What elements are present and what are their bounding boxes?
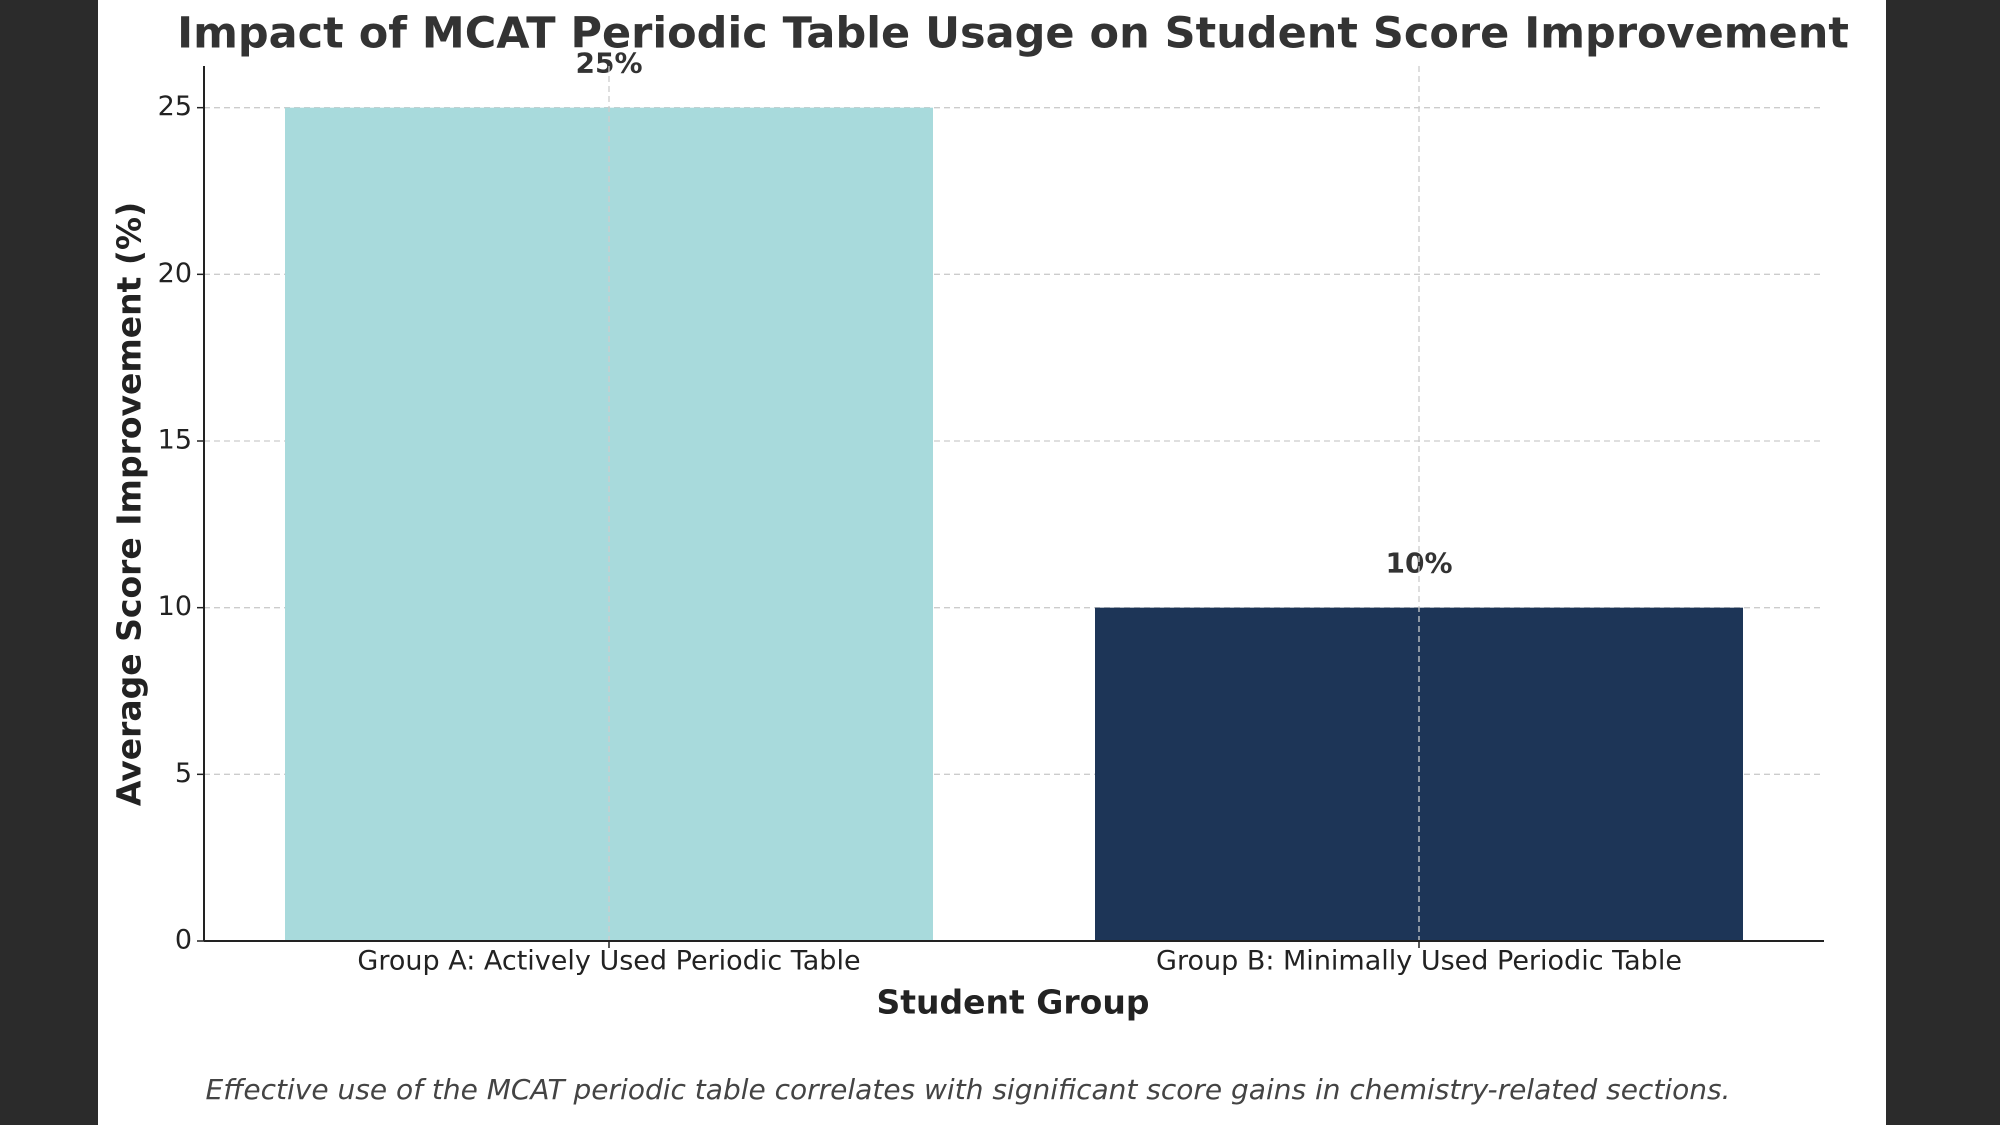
bar bbox=[1095, 607, 1743, 941]
y-tick-label: 0 bbox=[175, 925, 192, 956]
y-tick-label: 5 bbox=[175, 758, 192, 789]
y-tick-label: 15 bbox=[158, 425, 192, 456]
y-tick-label: 10 bbox=[158, 591, 192, 622]
y-tick-label: 25 bbox=[158, 91, 192, 122]
y-axis-label: Average Score Improvement (%) bbox=[110, 202, 149, 806]
value-label: 25% bbox=[575, 47, 642, 80]
chart-title: Impact of MCAT Periodic Table Usage on S… bbox=[177, 9, 1849, 59]
y-tick-label: 20 bbox=[158, 258, 192, 289]
caption: Effective use of the MCAT periodic table… bbox=[206, 1073, 1731, 1106]
x-tick-label: Group B: Minimally Used Periodic Table bbox=[1156, 946, 1682, 977]
value-label: 10% bbox=[1385, 547, 1452, 580]
x-tick-label: Group A: Actively Used Periodic Table bbox=[357, 946, 860, 977]
x-axis-label: Student Group bbox=[877, 983, 1150, 1022]
